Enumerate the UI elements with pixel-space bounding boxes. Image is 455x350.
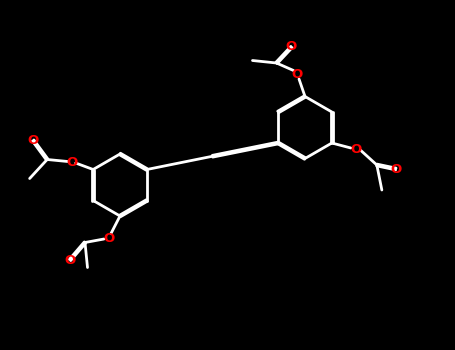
Text: O: O [28,134,39,147]
Text: O: O [103,232,115,245]
Text: O: O [390,162,401,175]
Text: O: O [350,142,361,155]
Text: O: O [64,253,76,266]
Text: O: O [286,41,297,54]
Text: O: O [66,155,78,168]
Text: O: O [292,68,303,80]
